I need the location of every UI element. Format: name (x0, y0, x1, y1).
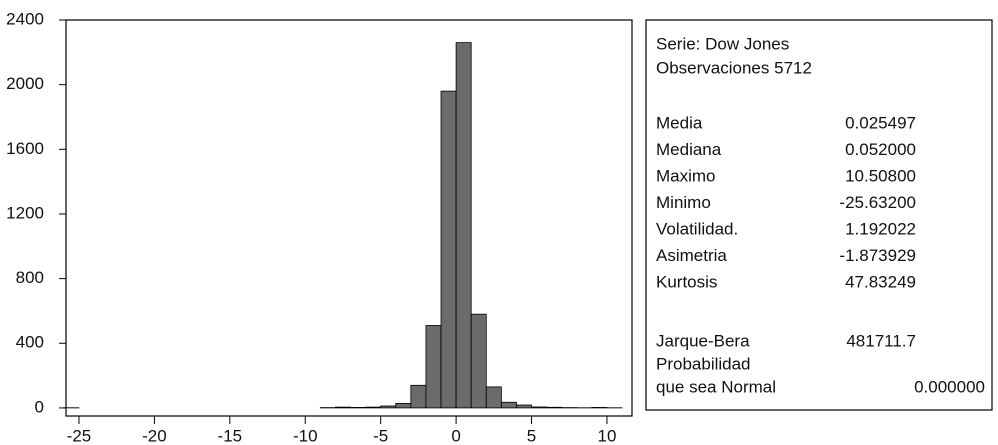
stat-value: 0.052000 (845, 140, 916, 159)
y-tick-label: 2400 (6, 9, 44, 28)
stat-label: Media (656, 113, 703, 132)
stats-observations: Observaciones 5712 (656, 58, 812, 77)
bar (546, 406, 563, 409)
bar (485, 386, 502, 409)
stat-value: 0.025497 (845, 113, 916, 132)
stat-value: -25.63200 (839, 193, 916, 212)
stat-label: Mediana (656, 140, 722, 159)
y-tick-label: 1600 (6, 139, 44, 158)
x-tick-label: -5 (373, 426, 388, 445)
bar (335, 406, 351, 409)
bar (500, 401, 517, 409)
plot-frame (65, 19, 633, 417)
stat-value: 481711.7 (846, 331, 916, 350)
bar (440, 90, 457, 409)
stat-label: Volatilidad. (656, 219, 738, 238)
bar (425, 325, 442, 409)
stat-value: -1.873929 (839, 246, 916, 265)
x-tick-label: 10 (597, 426, 616, 445)
stats-frame (645, 19, 993, 411)
bar (455, 42, 472, 409)
bar (410, 384, 427, 409)
stat-label: que sea Normal (656, 377, 776, 396)
stat-label: Probabilidad (656, 354, 751, 373)
bar (365, 406, 382, 409)
x-tick-label: 5 (527, 426, 536, 445)
x-tick-label: -25 (67, 426, 92, 445)
stat-label: Kurtosis (656, 272, 717, 291)
x-tick-label: -10 (293, 426, 318, 445)
bar (516, 404, 532, 409)
y-tick-label: 1200 (6, 203, 44, 222)
stats-series: Serie: Dow Jones (656, 34, 789, 53)
stat-label: Jarque-Bera (656, 331, 750, 350)
y-tick-label: 400 (16, 333, 44, 352)
y-tick-label: 800 (16, 268, 44, 287)
stat-value: 1.192022 (845, 219, 916, 238)
bar (395, 402, 412, 409)
stat-label: Asimetria (656, 246, 727, 265)
bar (531, 406, 548, 409)
stat-value: 10.50800 (845, 166, 916, 185)
stat-value: 47.83249 (845, 272, 916, 291)
stat-label: Maximo (656, 166, 716, 185)
x-tick-label: 0 (451, 426, 460, 445)
bar (380, 405, 397, 409)
bar (470, 313, 487, 409)
stat-label: Minimo (656, 193, 711, 212)
y-tick-label: 2000 (6, 74, 44, 93)
x-tick-label: -15 (218, 426, 243, 445)
x-tick-label: -20 (142, 426, 167, 445)
y-tick-label: 0 (35, 397, 44, 416)
stat-value: 0.000000 (914, 377, 985, 396)
